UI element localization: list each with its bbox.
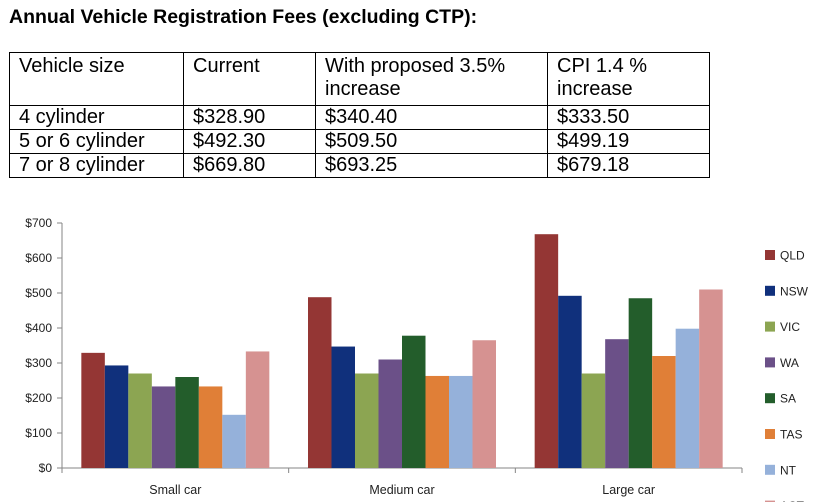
bar-nt-medium-car [449, 375, 473, 468]
table-cell: $333.50 [547, 105, 710, 130]
bar-act-small-car [245, 351, 270, 468]
bar-act-large-car [699, 289, 723, 468]
legend-label-act: ACT [780, 499, 805, 502]
y-tick-label: $300 [25, 356, 52, 370]
table-cell: $340.40 [315, 105, 548, 130]
x-category-label: Small car [149, 483, 201, 497]
table-cell: 5 or 6 cylinder [9, 129, 184, 154]
bar-nt-small-car [222, 414, 246, 468]
table-cell: 4 cylinder [9, 105, 184, 130]
legend-label-wa: WA [780, 356, 799, 370]
bar-wa-large-car [605, 339, 629, 468]
table-cell: $693.25 [315, 153, 548, 178]
legend-swatch-nsw [765, 285, 775, 296]
y-tick-label: $100 [25, 426, 52, 440]
y-tick-label: $600 [25, 251, 52, 265]
table-cell: $499.19 [547, 129, 710, 154]
table-row: 4 cylinder $328.90 $340.40 $333.50 [9, 105, 710, 130]
bar-act-medium-car [472, 340, 496, 468]
legend-label-nsw: NSW [780, 284, 809, 298]
table-cell: $328.90 [183, 105, 316, 130]
page-title: Annual Vehicle Registration Fees (exclud… [9, 6, 478, 28]
legend-swatch-sa [765, 393, 775, 404]
bar-qld-small-car [81, 352, 105, 468]
bar-wa-medium-car [378, 359, 402, 468]
legend-label-sa: SA [780, 392, 796, 406]
bar-sa-large-car [628, 298, 653, 468]
bar-tas-medium-car [425, 375, 449, 468]
bar-vic-small-car [128, 373, 152, 468]
table-cell: 7 or 8 cylinder [9, 153, 184, 178]
bar-vic-large-car [581, 373, 606, 468]
legend-swatch-qld [765, 250, 775, 260]
x-category-label: Large car [602, 483, 655, 497]
y-tick-label: $700 [25, 216, 52, 230]
table-row: 7 or 8 cylinder $669.80 $693.25 $679.18 [9, 153, 710, 178]
table-header-row: Vehicle size Current With proposed 3.5% … [9, 52, 710, 106]
bar-vic-medium-car [355, 373, 379, 468]
legend-swatch-act [765, 500, 775, 502]
header-vehicle-size: Vehicle size [9, 52, 184, 106]
legend-swatch-tas [765, 429, 775, 439]
legend-swatch-vic [765, 321, 775, 332]
fees-table: Vehicle size Current With proposed 3.5% … [9, 52, 710, 178]
legend-swatch-nt [765, 464, 775, 475]
bar-tas-large-car [652, 356, 676, 468]
legend-label-tas: TAS [780, 428, 802, 442]
table-row: 5 or 6 cylinder $492.30 $509.50 $499.19 [9, 129, 710, 154]
bar-nsw-small-car [104, 365, 129, 468]
x-category-label: Medium car [369, 483, 434, 497]
table-cell: $669.80 [183, 153, 316, 178]
y-tick-label: $200 [25, 391, 52, 405]
bar-nt-large-car [675, 328, 700, 468]
header-proposed-increase: With proposed 3.5% increase [315, 52, 548, 106]
y-tick-label: $400 [25, 321, 52, 335]
bar-sa-small-car [175, 377, 199, 468]
fees-bar-chart: $0 $100 $200 $300 $400 $500 $600 $700 Small car M… [25, 216, 809, 502]
legend-label-qld: QLD [780, 249, 805, 263]
y-tick-label: $500 [25, 286, 52, 300]
table-cell: $679.18 [547, 153, 710, 178]
bar-qld-large-car [534, 234, 559, 468]
y-tick-label: $0 [39, 461, 53, 475]
bar-sa-medium-car [402, 335, 426, 468]
legend-swatch-wa [765, 357, 775, 368]
header-current: Current [183, 52, 316, 106]
header-cpi-increase: CPI 1.4 % increase [547, 52, 710, 106]
bar-wa-small-car [151, 386, 176, 468]
table-cell: $509.50 [315, 129, 548, 154]
bar-qld-medium-car [308, 297, 332, 468]
bar-nsw-large-car [558, 295, 582, 468]
table-cell: $492.30 [183, 129, 316, 154]
legend-label-vic: VIC [780, 320, 800, 334]
legend-label-nt: NT [780, 463, 797, 477]
bar-tas-small-car [198, 386, 223, 468]
bar-nsw-medium-car [331, 346, 355, 468]
